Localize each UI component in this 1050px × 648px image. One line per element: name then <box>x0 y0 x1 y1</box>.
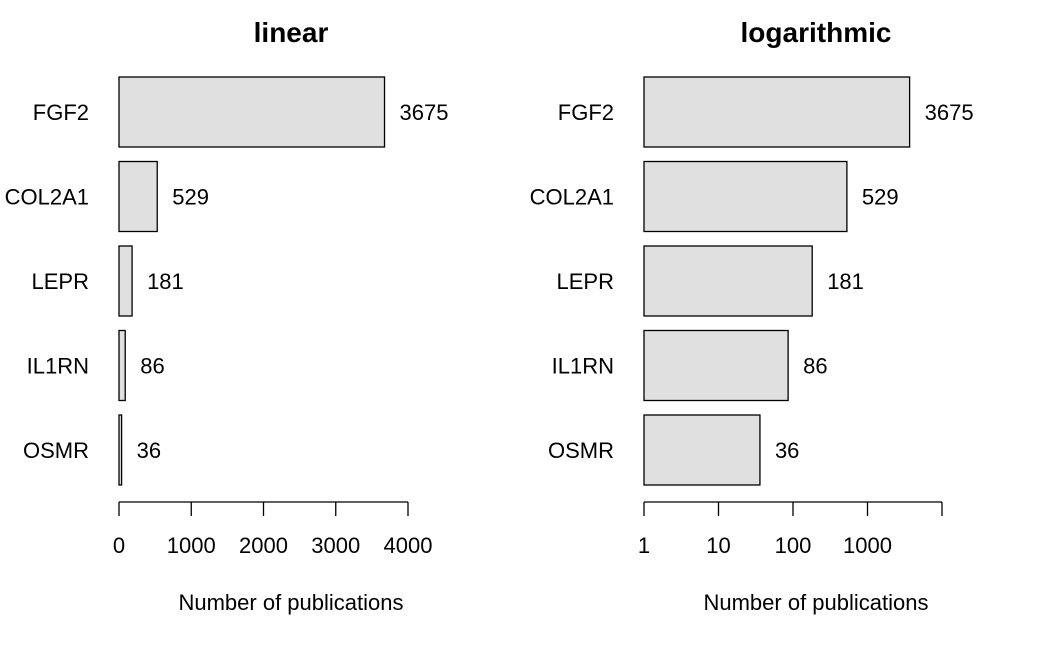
value-labels: 3675 529 181 86 36 <box>775 100 974 463</box>
value-label-fgf2: 3675 <box>925 100 974 125</box>
bar-fgf2 <box>118 76 386 148</box>
value-labels: 3675 529 181 86 36 <box>137 100 449 463</box>
value-label-lepr: 181 <box>147 269 184 294</box>
category-label-osmr: OSMR <box>23 438 89 463</box>
bar-il1rn <box>118 329 126 402</box>
x-axis-label: Number of publications <box>178 590 403 615</box>
category-label-col2a1: COL2A1 <box>5 185 89 210</box>
x-tick-label: 0 <box>113 533 125 558</box>
x-axis-label: Number of publications <box>703 590 928 615</box>
category-label-il1rn: IL1RN <box>27 354 89 379</box>
value-label-il1rn: 86 <box>803 354 827 379</box>
chart-title: logarithmic <box>741 17 892 48</box>
bar-fgf2 <box>643 76 911 148</box>
category-label-col2a1: COL2A1 <box>530 185 614 210</box>
x-axis: 0 1000 2000 3000 4000 <box>113 501 433 558</box>
bar-osmr <box>118 414 123 486</box>
value-label-osmr: 36 <box>775 438 799 463</box>
bar-il1rn <box>643 329 789 402</box>
x-tick-label: 1000 <box>843 533 892 558</box>
category-label-il1rn: IL1RN <box>552 354 614 379</box>
category-label-osmr: OSMR <box>548 438 614 463</box>
category-label-lepr: LEPR <box>32 269 89 294</box>
x-tick-label: 1000 <box>167 533 216 558</box>
value-label-col2a1: 529 <box>862 185 899 210</box>
category-label-lepr: LEPR <box>557 269 614 294</box>
bar-col2a1 <box>118 160 158 233</box>
value-label-osmr: 36 <box>137 438 161 463</box>
x-tick-label: 1 <box>638 533 650 558</box>
x-tick-label: 2000 <box>239 533 288 558</box>
value-label-fgf2: 3675 <box>400 100 449 125</box>
category-label-fgf2: FGF2 <box>33 100 89 125</box>
bars <box>118 76 386 486</box>
value-label-il1rn: 86 <box>140 354 164 379</box>
x-tick-label: 3000 <box>311 533 360 558</box>
category-label-fgf2: FGF2 <box>558 100 614 125</box>
bars <box>643 76 911 486</box>
value-label-lepr: 181 <box>827 269 864 294</box>
x-axis: 1 10 100 1000 <box>638 501 943 558</box>
chart-title: linear <box>254 17 329 48</box>
x-tick-label: 4000 <box>384 533 433 558</box>
bar-lepr <box>118 245 133 317</box>
category-labels: FGF2 COL2A1 LEPR IL1RN OSMR <box>5 100 89 463</box>
x-tick-label: 10 <box>706 533 730 558</box>
x-tick-label: 100 <box>775 533 812 558</box>
bar-osmr <box>643 414 761 486</box>
value-label-col2a1: 529 <box>172 185 209 210</box>
category-labels: FGF2 COL2A1 LEPR IL1RN OSMR <box>530 100 614 463</box>
linear-panel: linear 3675 529 181 86 36 FGF2 COL2A1 LEPR IL1R… <box>5 17 449 615</box>
bar-col2a1 <box>643 160 848 233</box>
bar-lepr <box>643 245 813 317</box>
logarithmic-panel: logarithmic 3675 529 181 86 36 FGF2 COL2A1 LEP… <box>530 17 974 615</box>
